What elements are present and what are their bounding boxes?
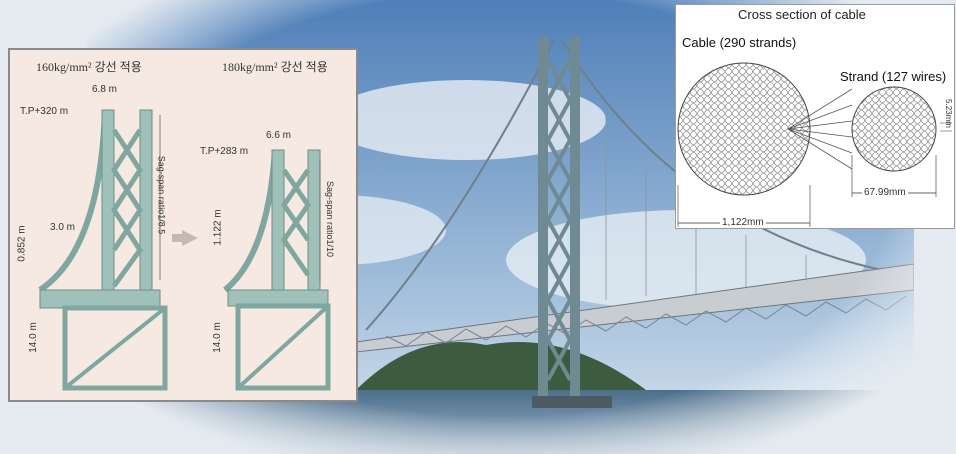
- header-180: 180kg/mm² 강선 적용: [222, 60, 328, 74]
- header-160: 160kg/mm² 강선 적용: [36, 60, 142, 74]
- tower-comparison-panel: 160kg/mm² 강선 적용 180kg/mm² 강선 적용 6.8 m T.…: [8, 48, 358, 402]
- cable-label: Cable (290 strands): [682, 35, 797, 50]
- tower-diagram: [38, 109, 331, 391]
- cable-title: Cross section of cable: [738, 7, 866, 22]
- right-base-label: 14.0 m: [211, 322, 223, 353]
- left-height-label: 0.852 m: [16, 225, 28, 262]
- right-top-width: 6.6 m: [266, 130, 292, 141]
- left-top-width: 6.8 m: [92, 84, 118, 95]
- wire-dim-label: 5.23mm: [943, 99, 953, 128]
- right-height-label: 1.122 m: [212, 209, 224, 246]
- right-sag-label: Sag-span ratio1/10: [325, 180, 336, 258]
- strand-label: Strand (127 wires): [840, 69, 947, 84]
- left-sag-label: Sag-span ratio1/8.5: [156, 155, 167, 235]
- left-base-label: 14.0 m: [27, 322, 39, 353]
- left-saddle-width: 3.0 m: [50, 222, 76, 233]
- cable-section-drawing: [677, 62, 952, 227]
- left-tp-label: T.P+320 m: [20, 106, 69, 117]
- right-tp-label: T.P+283 m: [200, 146, 249, 157]
- cable-dim-label: 1,122mm: [720, 217, 766, 228]
- strand-dim-label: 67.99mm: [862, 187, 908, 198]
- cable-cross-section-panel: Cross section of cable Cable (290 strand…: [675, 4, 955, 229]
